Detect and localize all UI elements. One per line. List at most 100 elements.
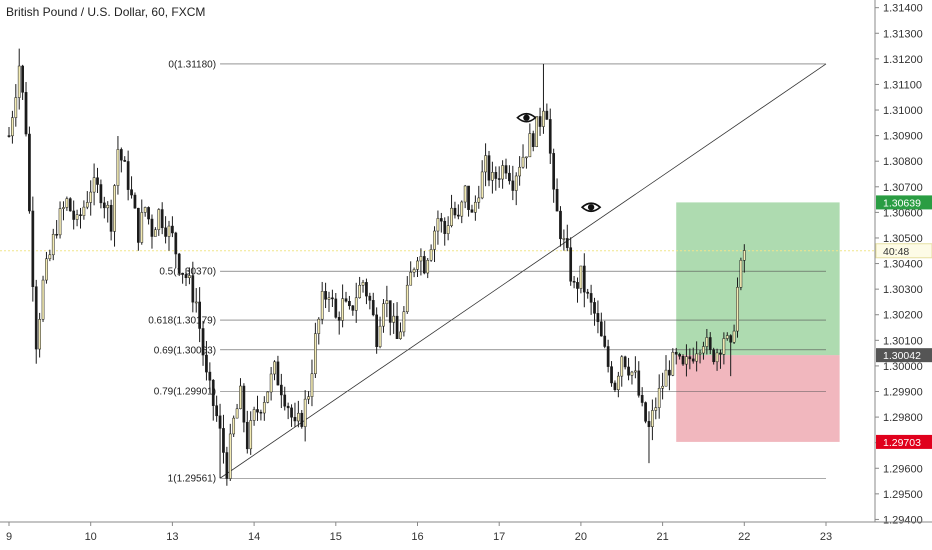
candle[interactable] bbox=[7, 135, 11, 137]
candle[interactable] bbox=[215, 405, 219, 417]
candle[interactable] bbox=[501, 165, 504, 180]
candle[interactable] bbox=[664, 369, 668, 387]
candle[interactable] bbox=[205, 354, 208, 373]
candle[interactable] bbox=[402, 311, 406, 333]
candle[interactable] bbox=[266, 391, 270, 403]
candle[interactable] bbox=[239, 385, 242, 410]
candle[interactable] bbox=[742, 250, 746, 261]
candle[interactable] bbox=[671, 351, 675, 376]
candle[interactable] bbox=[695, 353, 698, 362]
candle[interactable] bbox=[725, 335, 729, 339]
candle[interactable] bbox=[576, 282, 579, 289]
candle[interactable] bbox=[736, 287, 739, 332]
candle[interactable] bbox=[422, 256, 426, 274]
candle[interactable] bbox=[439, 218, 443, 222]
candle[interactable] bbox=[416, 260, 419, 270]
candle[interactable] bbox=[586, 291, 590, 294]
candle[interactable] bbox=[715, 352, 719, 363]
candle[interactable] bbox=[535, 116, 538, 147]
candle[interactable] bbox=[324, 291, 327, 300]
candle[interactable] bbox=[484, 155, 487, 173]
candle[interactable] bbox=[552, 153, 556, 190]
candle[interactable] bbox=[616, 375, 620, 391]
candle[interactable] bbox=[426, 259, 430, 274]
candle[interactable] bbox=[388, 300, 392, 323]
candle[interactable] bbox=[640, 395, 644, 403]
candle[interactable] bbox=[300, 412, 304, 427]
candle[interactable] bbox=[11, 117, 14, 137]
candle[interactable] bbox=[521, 156, 525, 168]
candle[interactable] bbox=[188, 275, 191, 278]
candle[interactable] bbox=[358, 284, 361, 299]
candle[interactable] bbox=[361, 282, 365, 286]
candle[interactable] bbox=[637, 370, 641, 396]
candle[interactable] bbox=[191, 275, 195, 303]
candle[interactable] bbox=[634, 370, 637, 373]
candle[interactable] bbox=[351, 305, 355, 311]
candle[interactable] bbox=[222, 428, 225, 453]
candle[interactable] bbox=[96, 177, 99, 185]
candle[interactable] bbox=[644, 402, 647, 422]
candle[interactable] bbox=[603, 335, 607, 347]
candle[interactable] bbox=[133, 194, 137, 209]
candle[interactable] bbox=[113, 185, 116, 232]
candle[interactable] bbox=[409, 271, 413, 286]
candle[interactable] bbox=[28, 133, 31, 212]
candle[interactable] bbox=[259, 411, 263, 414]
candle[interactable] bbox=[235, 408, 239, 419]
candle[interactable] bbox=[528, 133, 532, 158]
candle[interactable] bbox=[582, 265, 586, 293]
candle[interactable] bbox=[661, 385, 664, 389]
candle[interactable] bbox=[436, 218, 440, 232]
stop-zone[interactable] bbox=[676, 355, 840, 442]
candle[interactable] bbox=[208, 371, 212, 381]
candle[interactable] bbox=[538, 116, 542, 127]
candle[interactable] bbox=[433, 230, 436, 250]
candle[interactable] bbox=[198, 301, 201, 329]
candle[interactable] bbox=[327, 297, 331, 300]
candle[interactable] bbox=[314, 333, 317, 375]
candle[interactable] bbox=[569, 247, 573, 282]
candle[interactable] bbox=[262, 402, 266, 414]
candle[interactable] bbox=[681, 356, 685, 365]
candle[interactable] bbox=[85, 202, 89, 208]
candle[interactable] bbox=[344, 298, 348, 302]
candle[interactable] bbox=[722, 338, 726, 355]
candle[interactable] bbox=[474, 201, 477, 213]
candle[interactable] bbox=[65, 198, 69, 208]
target-zone[interactable] bbox=[676, 202, 840, 356]
candle[interactable] bbox=[623, 356, 627, 368]
candle[interactable] bbox=[201, 328, 205, 356]
candle[interactable] bbox=[283, 394, 287, 407]
candle[interactable] bbox=[92, 177, 96, 193]
candle[interactable] bbox=[729, 335, 733, 343]
candle[interactable] bbox=[657, 388, 661, 408]
candle[interactable] bbox=[130, 189, 133, 196]
candle[interactable] bbox=[286, 405, 290, 409]
candle[interactable] bbox=[514, 175, 518, 191]
candle[interactable] bbox=[599, 321, 603, 337]
candle[interactable] bbox=[596, 313, 600, 323]
candle[interactable] bbox=[371, 300, 375, 316]
candle[interactable] bbox=[446, 225, 450, 234]
candle[interactable] bbox=[55, 233, 59, 236]
candle[interactable] bbox=[470, 209, 474, 213]
candle[interactable] bbox=[242, 385, 246, 423]
candle[interactable] bbox=[504, 165, 508, 174]
candle[interactable] bbox=[14, 97, 18, 118]
candle[interactable] bbox=[75, 214, 79, 220]
candle[interactable] bbox=[691, 358, 695, 362]
candle[interactable] bbox=[467, 185, 470, 210]
candle[interactable] bbox=[712, 349, 716, 363]
candle[interactable] bbox=[497, 178, 501, 180]
candle[interactable] bbox=[531, 133, 535, 147]
candle[interactable] bbox=[228, 433, 232, 479]
candle[interactable] bbox=[405, 284, 409, 312]
candle[interactable] bbox=[354, 297, 358, 311]
candle[interactable] bbox=[565, 238, 569, 248]
candle[interactable] bbox=[453, 207, 457, 216]
candle[interactable] bbox=[620, 356, 624, 377]
candle[interactable] bbox=[647, 421, 651, 427]
candle[interactable] bbox=[157, 209, 161, 230]
candle[interactable] bbox=[119, 149, 123, 161]
